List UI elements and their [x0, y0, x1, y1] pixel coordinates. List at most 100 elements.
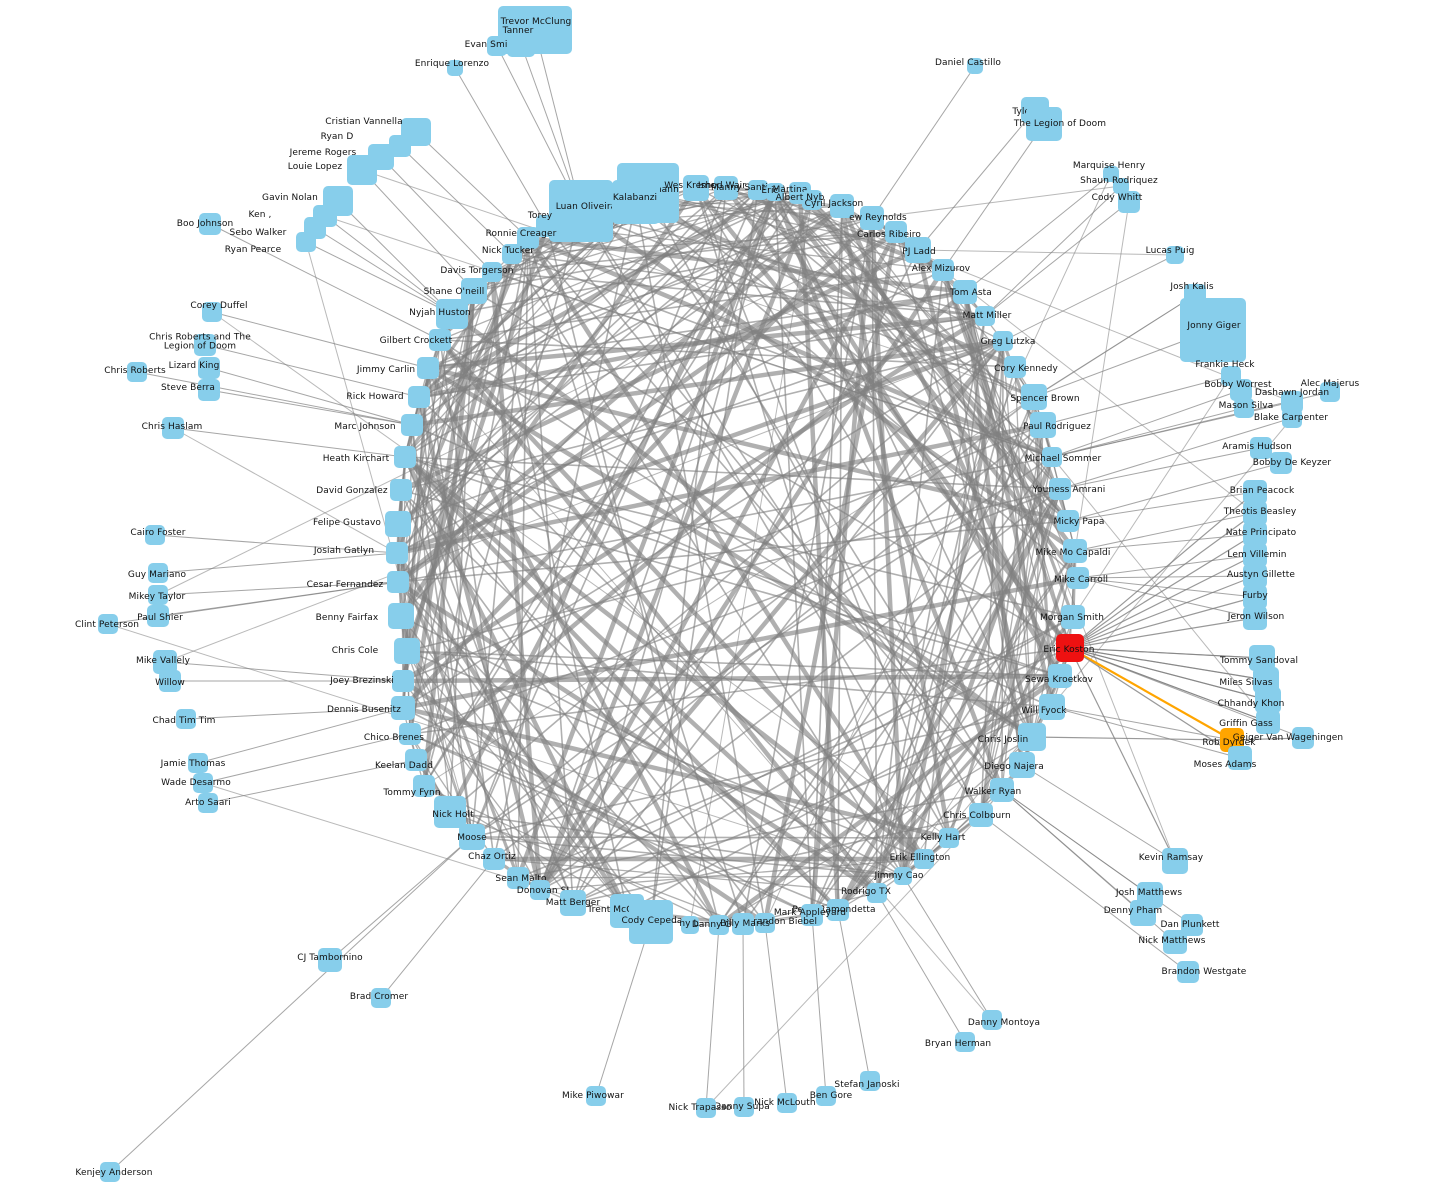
graph-node[interactable]: [385, 511, 411, 537]
graph-node[interactable]: [1255, 687, 1281, 713]
graph-node[interactable]: [98, 614, 118, 634]
graph-node[interactable]: [714, 176, 738, 200]
graph-node[interactable]: [1180, 298, 1246, 362]
graph-node[interactable]: [1320, 382, 1340, 402]
graph-node[interactable]: [159, 670, 181, 692]
graph-node[interactable]: [1181, 914, 1203, 936]
graph-node[interactable]: [1228, 746, 1252, 770]
graph-node[interactable]: [1270, 452, 1292, 474]
graph-node[interactable]: [1292, 727, 1314, 749]
graph-node[interactable]: [1243, 543, 1267, 567]
graph-node[interactable]: [507, 867, 529, 889]
graph-node[interactable]: [766, 183, 784, 201]
graph-node[interactable]: [347, 155, 377, 185]
graph-node[interactable]: [955, 1032, 975, 1052]
graph-node[interactable]: [147, 605, 169, 627]
graph-node[interactable]: [388, 603, 414, 629]
graph-node[interactable]: [1056, 634, 1084, 662]
graph-node[interactable]: [413, 775, 435, 797]
graph-node[interactable]: [1166, 246, 1184, 264]
graph-node[interactable]: [560, 890, 586, 916]
graph-node[interactable]: [417, 357, 439, 379]
graph-node[interactable]: [148, 563, 168, 583]
graph-node[interactable]: [429, 329, 451, 351]
graph-node[interactable]: [1243, 564, 1267, 588]
graph-node[interactable]: [1234, 398, 1254, 418]
graph-node[interactable]: [296, 232, 316, 252]
graph-node[interactable]: [1030, 412, 1056, 438]
graph-node[interactable]: [1042, 447, 1062, 467]
graph-node[interactable]: [391, 696, 415, 720]
graph-node[interactable]: [894, 867, 912, 885]
graph-node[interactable]: [905, 237, 931, 263]
graph-node[interactable]: [1162, 848, 1188, 874]
graph-node[interactable]: [827, 899, 849, 921]
graph-node[interactable]: [801, 904, 823, 926]
graph-node[interactable]: [1113, 178, 1129, 194]
graph-node[interactable]: [482, 262, 502, 282]
graph-node[interactable]: [860, 1071, 880, 1091]
graph-node[interactable]: [629, 900, 673, 944]
graph-node[interactable]: [709, 915, 729, 935]
graph-node[interactable]: [1243, 501, 1267, 525]
graph-node[interactable]: [990, 778, 1014, 802]
graph-node[interactable]: [802, 190, 822, 210]
graph-node[interactable]: [459, 824, 485, 850]
graph-node[interactable]: [1243, 606, 1267, 630]
graph-node[interactable]: [536, 215, 558, 237]
graph-node[interactable]: [1063, 539, 1087, 563]
graph-node[interactable]: [517, 227, 539, 249]
graph-node[interactable]: [1130, 900, 1156, 926]
graph-node[interactable]: [885, 221, 907, 243]
graph-node[interactable]: [188, 753, 208, 773]
graph-node[interactable]: [586, 1086, 606, 1106]
graph-node[interactable]: [1250, 437, 1272, 459]
graph-node[interactable]: [127, 362, 147, 382]
graph-node[interactable]: [202, 302, 222, 322]
graph-node[interactable]: [696, 1098, 716, 1118]
graph-node[interactable]: [198, 357, 220, 379]
graph-node[interactable]: [748, 180, 768, 200]
graph-node[interactable]: [386, 542, 408, 564]
graph-node[interactable]: [953, 280, 977, 304]
graph-node[interactable]: [394, 446, 416, 468]
graph-node[interactable]: [434, 796, 466, 828]
graph-node[interactable]: [734, 1097, 754, 1117]
graph-node[interactable]: [1163, 930, 1187, 954]
graph-node[interactable]: [148, 585, 168, 605]
graph-node[interactable]: [1026, 107, 1062, 141]
graph-node[interactable]: [145, 525, 165, 545]
graph-node[interactable]: [408, 386, 430, 408]
graph-node[interactable]: [399, 723, 421, 745]
graph-node[interactable]: [530, 880, 550, 900]
graph-node[interactable]: [1009, 752, 1035, 778]
graph-node[interactable]: [975, 306, 995, 326]
graph-node[interactable]: [1177, 961, 1199, 983]
graph-node[interactable]: [1243, 522, 1267, 546]
graph-node[interactable]: [549, 180, 613, 242]
graph-node[interactable]: [1243, 480, 1267, 504]
graph-node[interactable]: [1281, 391, 1303, 413]
graph-node[interactable]: [401, 414, 423, 436]
graph-node[interactable]: [612, 180, 660, 224]
graph-node[interactable]: [176, 709, 196, 729]
graph-node[interactable]: [198, 793, 218, 813]
graph-node[interactable]: [867, 883, 887, 903]
graph-node[interactable]: [939, 828, 959, 848]
graph-node[interactable]: [1282, 408, 1302, 428]
graph-node[interactable]: [387, 571, 409, 593]
graph-node[interactable]: [1021, 384, 1047, 410]
graph-node[interactable]: [405, 749, 427, 771]
graph-node[interactable]: [193, 773, 213, 793]
graph-node[interactable]: [507, 31, 535, 57]
graph-node[interactable]: [1118, 191, 1140, 213]
graph-node[interactable]: [755, 913, 775, 933]
graph-node[interactable]: [394, 638, 420, 664]
graph-node[interactable]: [982, 1010, 1002, 1030]
graph-node[interactable]: [483, 848, 505, 870]
graph-node[interactable]: [502, 244, 522, 264]
graph-node[interactable]: [389, 135, 411, 157]
graph-node[interactable]: [932, 259, 954, 281]
graph-node[interactable]: [683, 175, 709, 201]
graph-node[interactable]: [1067, 567, 1089, 589]
